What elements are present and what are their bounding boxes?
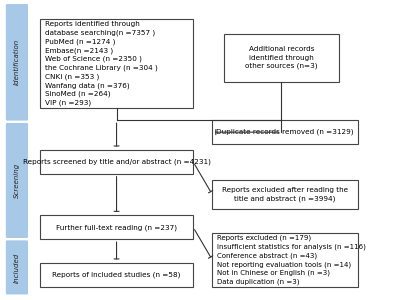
- Text: Further full-text reading (n =237): Further full-text reading (n =237): [56, 224, 177, 230]
- FancyBboxPatch shape: [212, 233, 358, 287]
- FancyBboxPatch shape: [6, 240, 28, 294]
- FancyBboxPatch shape: [212, 180, 358, 209]
- Text: Reports of included studies (n =58): Reports of included studies (n =58): [52, 272, 181, 278]
- FancyBboxPatch shape: [40, 150, 193, 174]
- FancyBboxPatch shape: [212, 120, 358, 144]
- Text: Reports excluded after reading the
title and abstract (n =3994): Reports excluded after reading the title…: [222, 187, 348, 202]
- Text: Duplicate records removed (n =3129): Duplicate records removed (n =3129): [216, 129, 354, 135]
- Text: Identification: Identification: [14, 39, 20, 86]
- FancyBboxPatch shape: [224, 34, 339, 82]
- FancyBboxPatch shape: [6, 4, 28, 121]
- FancyBboxPatch shape: [40, 19, 193, 108]
- Text: Screening: Screening: [14, 163, 20, 198]
- FancyBboxPatch shape: [6, 123, 28, 238]
- Text: Additional records
identified through
other sources (n=3): Additional records identified through ot…: [245, 46, 318, 69]
- Text: Reports excluded (n =179)
Insufficient statistics for analysis (n =116)
Conferen: Reports excluded (n =179) Insufficient s…: [217, 235, 366, 285]
- FancyBboxPatch shape: [40, 263, 193, 287]
- Text: Reports identified through
database searching(n =7357 )
PubMed (n =1274 )
Embase: Reports identified through database sear…: [44, 21, 157, 106]
- FancyBboxPatch shape: [40, 215, 193, 239]
- Text: Reports screened by title and/or abstract (n =4231): Reports screened by title and/or abstrac…: [23, 159, 210, 165]
- Text: Included: Included: [14, 252, 20, 283]
